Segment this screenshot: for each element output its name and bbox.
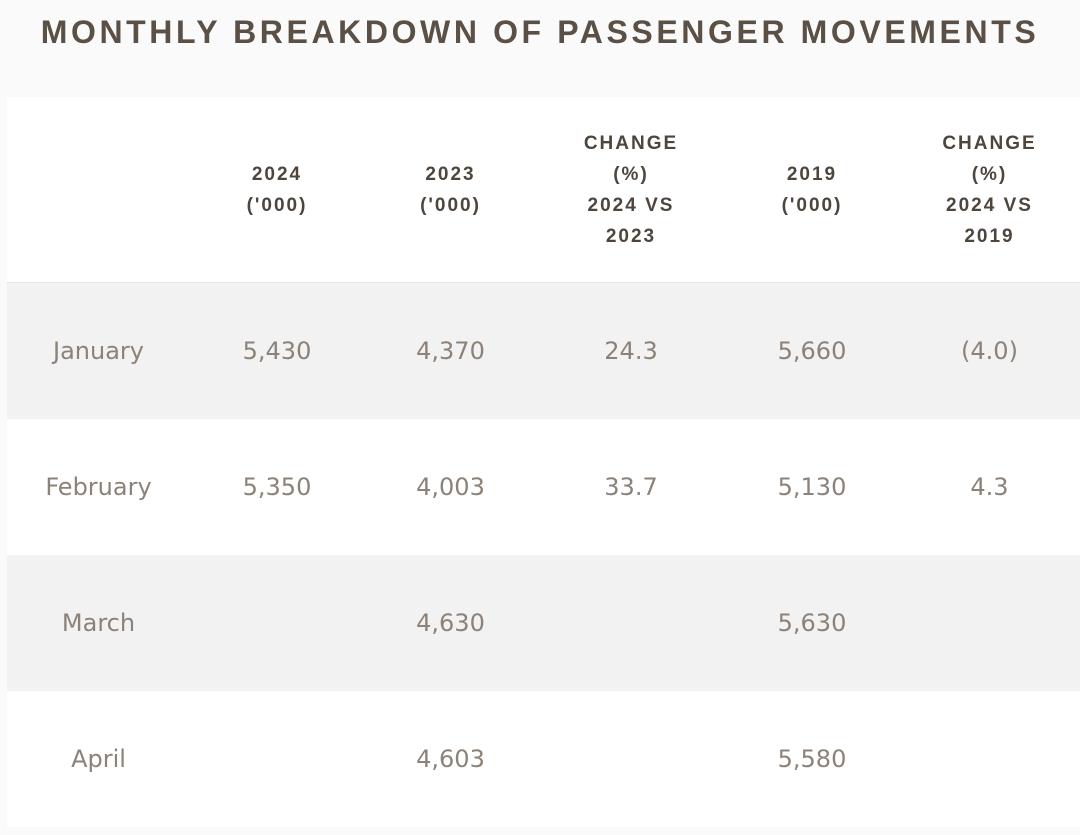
header-change-2024-vs-2019: CHANGE (%) 2024 VS 2019 xyxy=(942,132,1037,247)
change-vs-2023-cell: 33.7 xyxy=(604,473,658,501)
header-2019: 2019 ('000) xyxy=(781,163,843,216)
value-2024-cell: 5,430 xyxy=(242,337,312,365)
value-2019-cell: 5,630 xyxy=(777,609,847,637)
month-cell: March xyxy=(61,609,136,637)
table-row: February 5,350 4,003 33.7 5,130 4.3 xyxy=(7,419,1080,555)
month-cell: April xyxy=(71,745,126,773)
value-2023-cell: 4,630 xyxy=(416,609,485,637)
header-2023: 2023 ('000) xyxy=(420,163,481,216)
month-cell: February xyxy=(45,473,152,501)
header-2024: 2024 ('000) xyxy=(246,163,308,216)
change-vs-2023-cell: 24.3 xyxy=(604,337,658,365)
value-2019-cell: 5,660 xyxy=(777,337,847,365)
value-2024-cell: 5,350 xyxy=(242,473,312,501)
month-cell: January xyxy=(53,337,144,365)
value-2019-cell: 5,130 xyxy=(777,473,847,501)
value-2023-cell: 4,003 xyxy=(416,473,485,501)
change-vs-2019-cell: (4.0) xyxy=(961,337,1018,365)
value-2019-cell: 5,580 xyxy=(777,745,847,773)
value-2023-cell: 4,603 xyxy=(416,745,485,773)
table-row: April 4,603 5,580 xyxy=(7,691,1080,827)
change-vs-2019-cell: 4.3 xyxy=(970,473,1009,501)
table-header-row: 2024 ('000) 2023 ('000) CHANGE (%) 2024 … xyxy=(7,97,1080,283)
table-row: March 4,630 5,630 xyxy=(7,555,1080,691)
table-row: January 5,430 4,370 24.3 5,660 (4.0) xyxy=(7,283,1080,419)
passenger-table: 2024 ('000) 2023 ('000) CHANGE (%) 2024 … xyxy=(7,97,1080,827)
value-2023-cell: 4,370 xyxy=(416,337,485,365)
page-title: MONTHLY BREAKDOWN OF PASSENGER MOVEMENTS xyxy=(40,14,1040,50)
header-change-2024-vs-2023: CHANGE (%) 2024 VS 2023 xyxy=(583,132,679,247)
